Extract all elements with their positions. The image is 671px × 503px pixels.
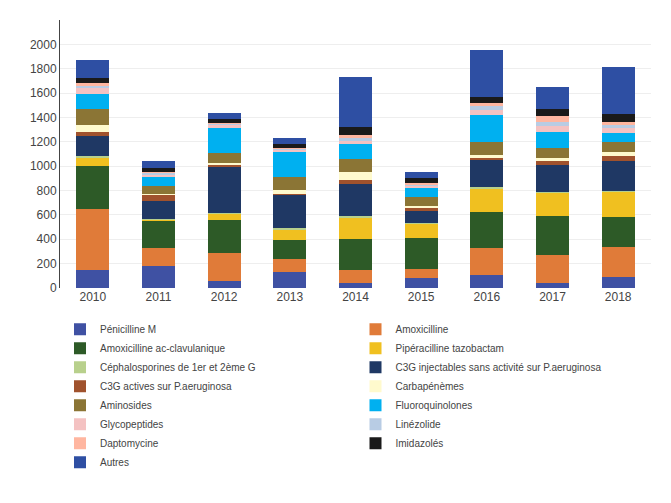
svg-text:1000: 1000 — [30, 159, 57, 173]
svg-text:Imidazolés: Imidazolés — [396, 438, 444, 449]
svg-text:Carbapénèmes: Carbapénèmes — [396, 381, 464, 392]
svg-text:2000: 2000 — [30, 38, 57, 52]
svg-text:Fluoroquinolones: Fluoroquinolones — [396, 400, 473, 411]
svg-text:1400: 1400 — [30, 111, 57, 125]
svg-text:2012: 2012 — [211, 290, 238, 304]
svg-text:Pénicilline M: Pénicilline M — [100, 324, 156, 335]
svg-text:Amoxicilline: Amoxicilline — [396, 324, 449, 335]
svg-text:400: 400 — [37, 232, 57, 246]
svg-text:C3G actives sur P.aeruginosa: C3G actives sur P.aeruginosa — [100, 381, 232, 392]
svg-text:Aminosides: Aminosides — [100, 400, 152, 411]
svg-text:Pipéracilline tazobactam: Pipéracilline tazobactam — [396, 343, 504, 354]
svg-text:Linézolide: Linézolide — [396, 419, 441, 430]
svg-text:2010: 2010 — [79, 290, 106, 304]
svg-text:200: 200 — [37, 257, 57, 271]
svg-text:Amoxicilline ac-clavulanique: Amoxicilline ac-clavulanique — [100, 343, 225, 354]
svg-text:2013: 2013 — [276, 290, 303, 304]
svg-text:1800: 1800 — [30, 62, 57, 76]
svg-text:Céphalosporines de 1er et 2ème: Céphalosporines de 1er et 2ème G — [100, 362, 256, 373]
svg-text:2011: 2011 — [146, 290, 172, 304]
svg-text:2015: 2015 — [408, 290, 435, 304]
svg-text:1600: 1600 — [30, 86, 57, 100]
svg-text:Autres: Autres — [100, 457, 129, 468]
svg-text:1200: 1200 — [30, 135, 57, 149]
svg-text:2018: 2018 — [605, 290, 632, 304]
svg-text:600: 600 — [37, 208, 57, 222]
svg-text:2014: 2014 — [342, 290, 369, 304]
svg-text:C3G injectables sans activité: C3G injectables sans activité sur P.aeru… — [396, 362, 602, 373]
svg-text:800: 800 — [37, 184, 57, 198]
svg-text:Glycopeptides: Glycopeptides — [100, 419, 163, 430]
svg-text:2017: 2017 — [539, 290, 566, 304]
svg-text:Daptomycine: Daptomycine — [100, 438, 159, 449]
svg-text:2016: 2016 — [473, 290, 500, 304]
svg-text:0: 0 — [50, 281, 57, 295]
